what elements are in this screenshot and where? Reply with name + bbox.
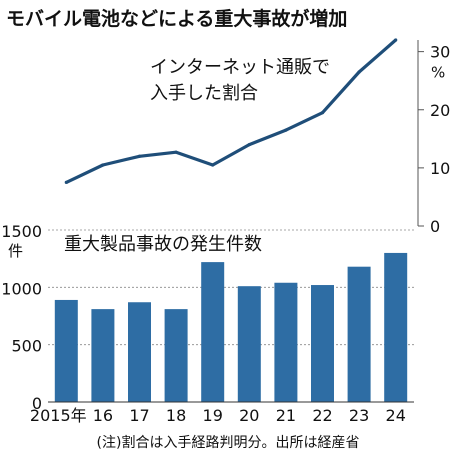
- bar-22: [311, 285, 334, 402]
- line-point: [284, 128, 288, 132]
- line-y-tick-label: 10: [430, 159, 450, 178]
- bar-y-tick-label: 0: [32, 394, 42, 413]
- bar-annotation: 重大製品事故の発生件数: [64, 234, 262, 255]
- chart-title: モバイル電池などによる重大事故が増加: [6, 7, 347, 30]
- x-tick-label: 17: [129, 406, 149, 425]
- bar-18: [164, 309, 188, 402]
- x-tick-label: 21: [276, 406, 296, 425]
- bar-17: [128, 302, 151, 402]
- bar-y-tick-label: 1500: [1, 222, 42, 241]
- line-y-tick-label: 30: [430, 43, 450, 62]
- x-tick-label: 20: [239, 406, 259, 425]
- bar-2015年: [54, 299, 78, 402]
- line-point: [211, 163, 215, 167]
- bar-unit-label: 件: [8, 242, 23, 260]
- line-point: [357, 70, 361, 74]
- x-tick-label: 23: [349, 406, 369, 425]
- line-point: [247, 143, 251, 147]
- x-tick-label: 22: [312, 406, 332, 425]
- x-tick-label: 24: [386, 406, 406, 425]
- line-annotation: インターネット通販で: [150, 57, 330, 78]
- bar-24: [384, 252, 408, 402]
- footnote: (注)割合は入手経路判明分。出所は経産省: [97, 434, 360, 451]
- line-point: [64, 180, 68, 185]
- line-point: [394, 38, 398, 42]
- bar-y-tick-label: 500: [11, 337, 42, 356]
- bar-y-tick-label: 1000: [1, 279, 42, 298]
- x-tick-label: 18: [166, 406, 186, 425]
- bar-20: [237, 286, 261, 402]
- line-series-internet-share: [65, 38, 397, 184]
- bar-21: [274, 282, 298, 402]
- bar-16: [91, 309, 115, 402]
- line-point: [137, 154, 142, 158]
- line-point: [320, 111, 325, 115]
- line-unit-label: %: [431, 64, 445, 82]
- x-tick-label: 2015年: [30, 406, 87, 425]
- line-y-tick-label: 20: [430, 101, 450, 120]
- line-y-tick-label: 0: [430, 217, 440, 236]
- line-annotation: 入手した割合: [150, 83, 258, 104]
- x-tick-label: 19: [203, 406, 223, 425]
- x-tick-label: 16: [93, 406, 113, 425]
- line-point: [101, 163, 105, 167]
- bar-23: [347, 266, 371, 402]
- bar-19: [201, 262, 225, 402]
- line-point: [174, 150, 178, 154]
